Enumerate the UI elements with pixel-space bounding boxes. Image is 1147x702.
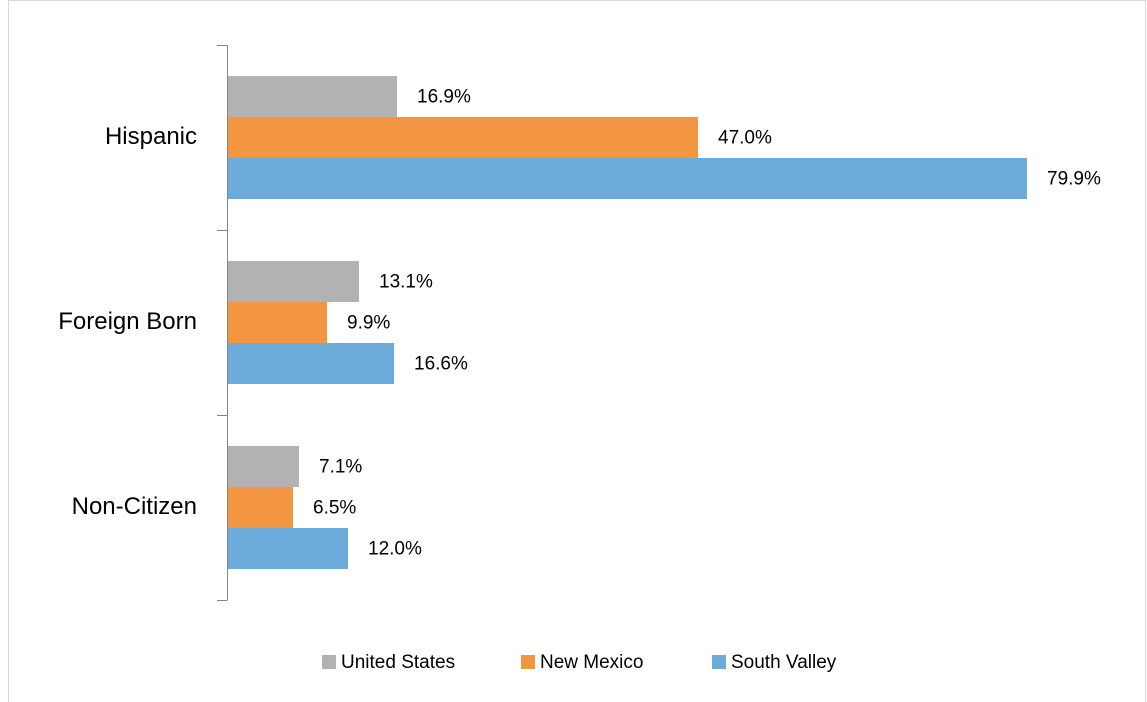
value-label: 47.0% bbox=[718, 128, 772, 149]
legend-swatch bbox=[521, 655, 535, 669]
category-label: Foreign Born bbox=[58, 308, 197, 335]
value-label: 16.6% bbox=[414, 354, 468, 375]
category-label: Hispanic bbox=[105, 123, 197, 150]
chart-border bbox=[8, 0, 1146, 702]
bar bbox=[228, 302, 327, 343]
category-axis bbox=[217, 45, 228, 601]
bar bbox=[228, 343, 394, 384]
legend-label: South Valley bbox=[731, 652, 837, 673]
bar bbox=[228, 76, 397, 117]
bar bbox=[228, 158, 1027, 199]
legend-label: New Mexico bbox=[540, 652, 643, 673]
value-label: 13.1% bbox=[379, 272, 433, 293]
value-label: 9.9% bbox=[347, 313, 390, 334]
bar bbox=[228, 528, 348, 569]
category-label: Non-Citizen bbox=[72, 493, 197, 520]
value-label: 6.5% bbox=[313, 498, 356, 519]
legend-label: United States bbox=[341, 652, 455, 673]
value-label: 79.9% bbox=[1047, 169, 1101, 190]
bar bbox=[228, 446, 299, 487]
value-label: 7.1% bbox=[319, 457, 362, 478]
bar bbox=[228, 261, 359, 302]
legend-swatch bbox=[322, 655, 336, 669]
bar bbox=[228, 117, 698, 158]
value-label: 16.9% bbox=[417, 87, 471, 108]
value-label: 12.0% bbox=[368, 539, 422, 560]
legend-swatch bbox=[712, 655, 726, 669]
bar bbox=[228, 487, 293, 528]
